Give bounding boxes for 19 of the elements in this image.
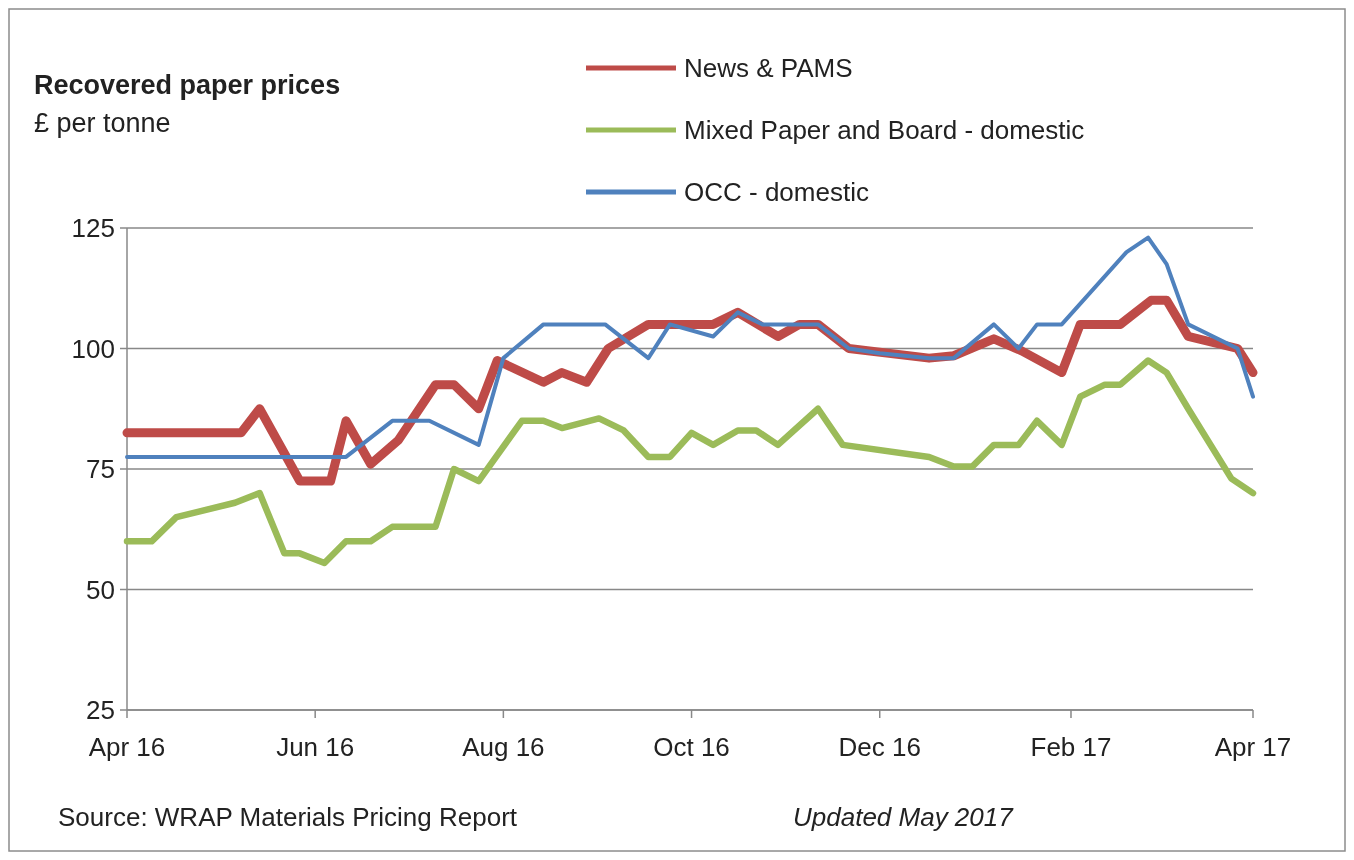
chart-subtitle: £ per tonne: [34, 108, 171, 138]
y-tick-label: 50: [86, 574, 115, 605]
x-tick-label: Oct 16: [653, 732, 730, 762]
y-tick-label: 75: [86, 454, 115, 485]
x-tick-label: Aug 16: [462, 732, 545, 762]
x-tick-label: Feb 17: [1030, 732, 1112, 762]
source-note: Source: WRAP Materials Pricing Report: [58, 802, 518, 832]
text: Updated May 2017: [793, 802, 1015, 832]
y-tick-label: 25: [86, 695, 115, 726]
y-tick-label: 100: [71, 333, 115, 364]
y-tick-label: 125: [71, 213, 115, 244]
legend-label: OCC - domestic: [684, 177, 869, 208]
x-tick-label: Dec 16: [838, 732, 921, 762]
x-tick-label: Apr 16: [88, 732, 166, 762]
chart-title: Recovered paper prices: [34, 70, 341, 100]
x-tick-label: Jun 16: [276, 732, 355, 762]
legend-label: News & PAMS: [684, 53, 853, 84]
x-tick-label: Apr 17: [1214, 732, 1292, 762]
legend-label: Mixed Paper and Board - domestic: [684, 115, 1085, 146]
